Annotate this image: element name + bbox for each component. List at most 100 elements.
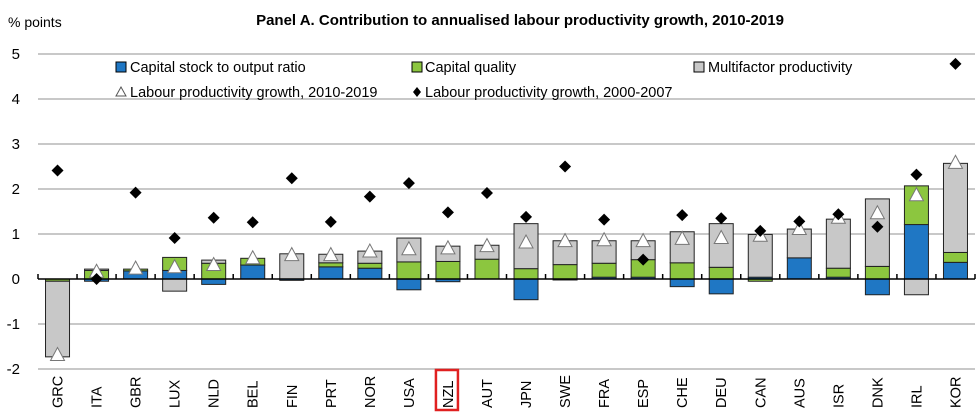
marker-lpg-2000-2007 (949, 57, 962, 70)
marker-lpg-2010-2019 (166, 258, 183, 274)
x-tick-label: DEU (714, 377, 730, 408)
marker-lpg-2000-2007 (637, 253, 650, 266)
y-tick-label: 2 (12, 181, 20, 198)
x-tick-label: FRA (597, 379, 613, 408)
marker-lpg-2010-2019 (635, 232, 651, 248)
legend-label-lpg-2010-2019: Labour productivity growth, 2010-2019 (130, 85, 377, 101)
bar-segment (240, 264, 266, 280)
x-tick-label: ESP (636, 379, 652, 408)
x-tick-label: LUX (168, 379, 184, 408)
marker-lpg-2000-2007 (168, 232, 181, 245)
y-tick-label: -2 (7, 361, 20, 378)
marker-lpg-2010-2019 (479, 237, 495, 253)
y-axis-ticks: -2 -1 0 1 2 3 4 5 (7, 46, 20, 378)
highlight-box (434, 368, 460, 412)
marker-lpg-2000-2007 (676, 209, 689, 222)
bar-segment (708, 266, 734, 280)
markers (49, 57, 964, 361)
marker-lpg-2010-2019 (518, 233, 534, 249)
x-tick-label: CAN (753, 377, 769, 408)
y-axis-label: % points (8, 14, 62, 30)
marker-lpg-2010-2019 (244, 249, 261, 265)
x-tick-label: CHE (675, 377, 691, 408)
bar-segment (786, 257, 812, 280)
marker-lpg-2000-2007 (480, 187, 493, 200)
marker-lpg-2000-2007 (246, 216, 259, 229)
marker-lpg-2000-2007 (715, 212, 728, 225)
x-tick-label: KOR (948, 377, 964, 408)
bar-segment (942, 261, 968, 280)
bar-segment (669, 278, 695, 288)
marker-lpg-2010-2019 (401, 240, 417, 256)
bar-segment (942, 162, 968, 253)
legend-label-capital-quality: Capital quality (425, 60, 517, 76)
bar-segment (942, 251, 968, 263)
bar-segment (45, 280, 71, 358)
marker-lpg-2010-2019 (791, 220, 808, 235)
x-tick-label: ITA (90, 386, 106, 408)
marker-lpg-2000-2007 (520, 210, 533, 223)
bar-segment (318, 262, 344, 268)
legend-triangle-icon (115, 85, 127, 97)
bar-segment (435, 260, 461, 280)
bar-segment (396, 261, 422, 280)
x-tick-label: ISR (831, 384, 847, 408)
x-tick-label: NZL (441, 381, 457, 408)
bar-segment (474, 258, 500, 280)
bar-segment (864, 265, 890, 280)
bar-segment (708, 278, 734, 295)
bar-segment (396, 278, 422, 291)
bar-segment (552, 264, 578, 280)
chart-title: Panel A. Contribution to annualised labo… (256, 12, 784, 29)
x-tick-label: SWE (558, 375, 574, 408)
x-tick-label: JPN (519, 381, 535, 408)
gridlines (38, 53, 975, 370)
marker-lpg-2010-2019 (283, 246, 300, 262)
marker-lpg-2010-2019 (205, 256, 222, 271)
legend-swatch-mfp (693, 61, 705, 73)
marker-lpg-2010-2019 (947, 154, 964, 169)
bar-segment (513, 278, 539, 301)
legend-label-capital-stock: Capital stock to output ratio (130, 60, 306, 76)
bar-segment (357, 262, 383, 269)
marker-lpg-2010-2019 (713, 229, 730, 244)
x-tick-label: USA (402, 378, 418, 408)
bar-segment (357, 267, 383, 280)
bar-segment (825, 267, 851, 278)
marker-lpg-2000-2007 (871, 220, 884, 233)
legend-diamond-icon (413, 87, 421, 97)
bar-segment (864, 278, 890, 296)
bar-segment (825, 218, 851, 269)
legend-label-lpg-2000-2007: Labour productivity growth, 2000-2007 (425, 85, 672, 101)
marker-lpg-2000-2007 (402, 177, 415, 190)
marker-lpg-2010-2019 (362, 242, 378, 258)
x-tick-label: AUT (480, 379, 496, 408)
marker-lpg-2000-2007 (832, 208, 845, 221)
x-tick-label: BEL (246, 381, 262, 408)
bars (45, 162, 968, 358)
marker-lpg-2000-2007 (90, 273, 103, 285)
bar-segment (513, 268, 539, 280)
marker-lpg-2000-2007 (910, 168, 923, 181)
x-tick-label: FIN (285, 385, 301, 408)
marker-lpg-2000-2007 (363, 190, 376, 203)
marker-lpg-2010-2019 (440, 239, 456, 255)
marker-lpg-2000-2007 (51, 164, 64, 177)
marker-lpg-2000-2007 (559, 160, 572, 173)
y-tick-label: 1 (12, 226, 20, 243)
x-tick-label: GRC (51, 376, 67, 408)
marker-lpg-2000-2007 (754, 224, 767, 237)
x-tick-label: GBR (129, 377, 145, 408)
y-tick-label: 5 (12, 46, 20, 63)
legend-label-mfp: Multifactor productivity (708, 60, 853, 76)
legend: Capital stock to output ratio Capital qu… (115, 60, 853, 101)
bar-segment (201, 278, 227, 285)
bar-segment (591, 262, 617, 278)
legend-swatch-capital-stock (115, 61, 127, 73)
x-axis (37, 274, 976, 280)
y-tick-label: 4 (12, 91, 20, 108)
marker-lpg-2010-2019 (557, 232, 573, 248)
marker-lpg-2010-2019 (908, 186, 925, 202)
y-tick-label: -1 (7, 316, 20, 333)
bar-segment (162, 278, 188, 292)
